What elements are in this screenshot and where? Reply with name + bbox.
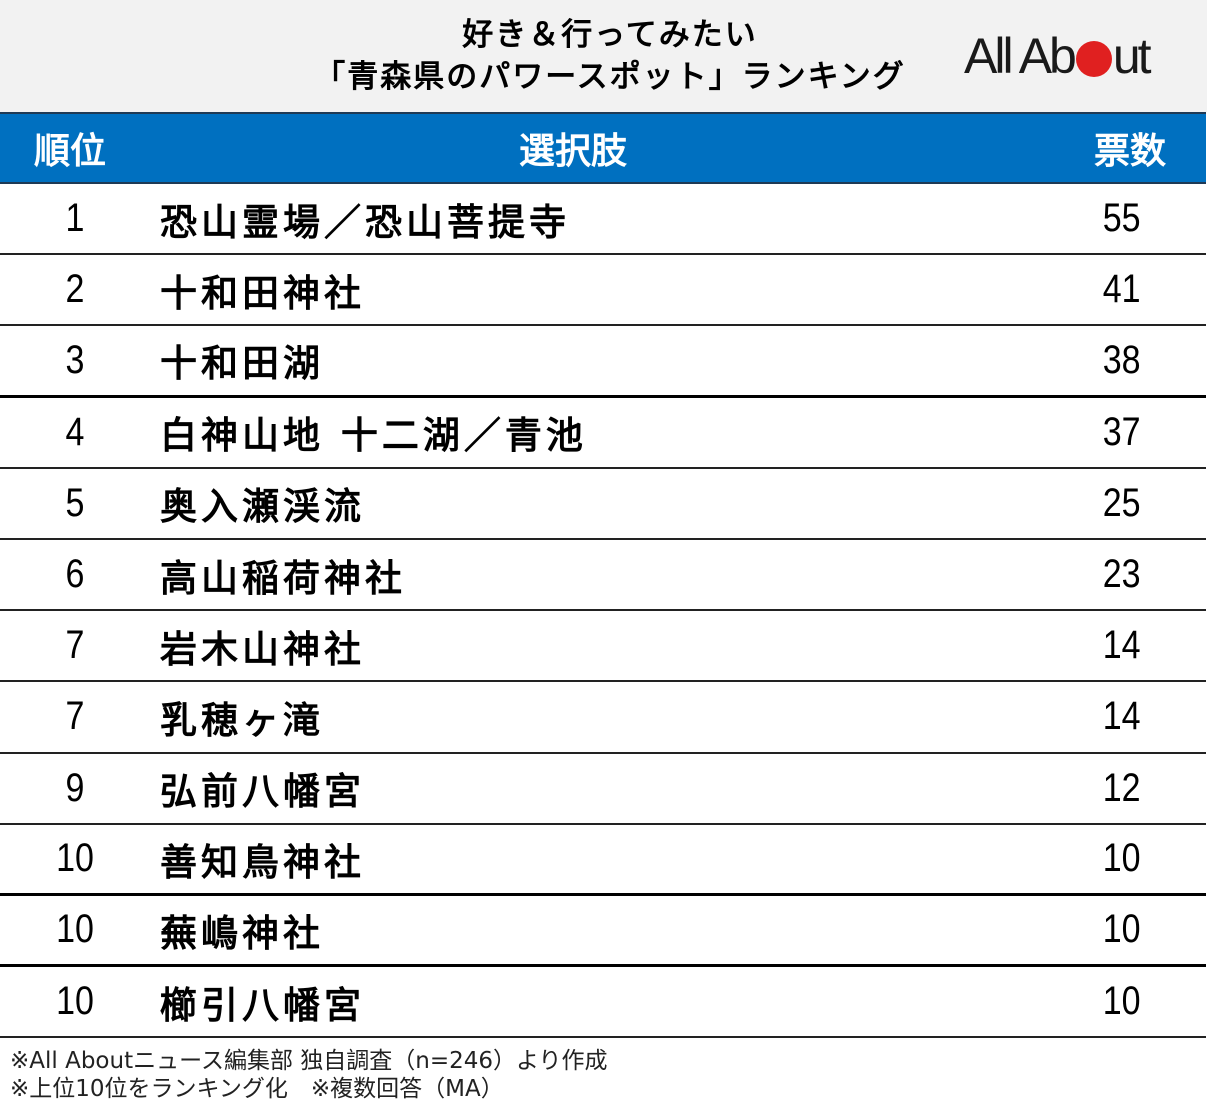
choice-cell: 善知鳥神社 <box>160 840 365 884</box>
rank-cell: 4 <box>65 409 85 454</box>
rank-cell: 2 <box>65 267 85 312</box>
table-row: 10 櫛引八幡宮 10 <box>0 967 1206 1039</box>
rank-cell: 10 <box>56 836 94 881</box>
title-line-1: 好き＆行ってみたい <box>462 17 758 53</box>
logo-red-dot-icon <box>1075 41 1112 77</box>
footnote-method: ※上位10位をランキング化 ※複数回答（MA） <box>10 1076 504 1102</box>
choice-cell: 乳穂ヶ滝 <box>160 698 324 742</box>
rank-cell: 3 <box>65 337 85 382</box>
table-row: 9 弘前八幡宮 12 <box>0 754 1206 825</box>
allabout-logo: All Ab ut <box>964 28 1152 84</box>
rank-cell: 7 <box>65 623 85 668</box>
choice-cell: 弘前八幡宮 <box>160 770 365 814</box>
choice-cell: 高山稲荷神社 <box>160 556 406 600</box>
rank-cell: 10 <box>56 979 94 1024</box>
column-header-rank: 順位 <box>34 131 107 172</box>
rank-cell: 6 <box>65 552 85 597</box>
choice-cell: 恐山霊場／恐山菩提寺 <box>160 200 570 244</box>
votes-cell: 41 <box>1102 267 1141 312</box>
table-row: 10 蕪嶋神社 10 <box>0 896 1206 968</box>
table-row: 7 岩木山神社 14 <box>0 611 1206 683</box>
choice-cell: 十和田湖 <box>160 342 324 386</box>
choice-cell: 白神山地 十二湖／青池 <box>160 414 587 458</box>
ranking-table: 順位 選択肢 票数 1 恐山霊場／恐山菩提寺 55 2 十和田神社 41 3 十… <box>0 112 1206 1039</box>
votes-cell: 38 <box>1102 337 1141 382</box>
title-line-2: 「青森県のパワースポット」ランキング <box>314 59 906 95</box>
votes-cell: 23 <box>1102 552 1141 597</box>
choice-cell: 岩木山神社 <box>160 627 365 671</box>
table-row: 7 乳穂ヶ滝 14 <box>0 682 1206 754</box>
column-header-votes: 票数 <box>1094 131 1167 172</box>
rank-cell: 1 <box>65 196 85 241</box>
table-header: 順位 選択肢 票数 <box>0 112 1206 184</box>
votes-cell: 12 <box>1102 765 1141 810</box>
rank-cell: 7 <box>65 694 85 739</box>
table-row: 6 高山稲荷神社 23 <box>0 540 1206 612</box>
title-band: 好き＆行ってみたい 「青森県のパワースポット」ランキング All Ab ut <box>0 0 1207 112</box>
table-row: 3 十和田湖 38 <box>0 326 1206 398</box>
votes-cell: 14 <box>1102 694 1141 739</box>
votes-cell: 14 <box>1102 623 1141 668</box>
rank-cell: 10 <box>56 907 94 952</box>
rank-cell: 9 <box>65 765 85 810</box>
table-row: 5 奥入瀬渓流 25 <box>0 469 1206 540</box>
footnote-source: ※All Aboutニュース編集部 独自調査（n=246）より作成 <box>10 1048 608 1074</box>
votes-cell: 10 <box>1102 979 1141 1024</box>
votes-cell: 10 <box>1102 907 1141 952</box>
column-header-choice: 選択肢 <box>518 131 627 172</box>
table-row: 4 白神山地 十二湖／青池 37 <box>0 398 1206 469</box>
votes-cell: 55 <box>1102 196 1141 241</box>
choice-cell: 十和田神社 <box>160 271 365 315</box>
table-row: 10 善知鳥神社 10 <box>0 825 1206 896</box>
votes-cell: 10 <box>1102 836 1141 881</box>
page-title: 好き＆行ってみたい 「青森県のパワースポット」ランキング <box>300 14 920 98</box>
rank-cell: 5 <box>65 480 85 525</box>
table-row: 2 十和田神社 41 <box>0 255 1206 327</box>
votes-cell: 25 <box>1102 480 1141 525</box>
choice-cell: 奥入瀬渓流 <box>160 485 365 529</box>
votes-cell: 37 <box>1102 409 1141 454</box>
logo-text-pre: All Ab <box>964 28 1077 84</box>
table-row: 1 恐山霊場／恐山菩提寺 55 <box>0 184 1206 256</box>
choice-cell: 櫛引八幡宮 <box>160 983 365 1027</box>
footnotes: ※All Aboutニュース編集部 独自調査（n=246）より作成 ※上位10位… <box>10 1047 608 1103</box>
choice-cell: 蕪嶋神社 <box>160 911 324 955</box>
logo-text-post: ut <box>1112 28 1152 84</box>
